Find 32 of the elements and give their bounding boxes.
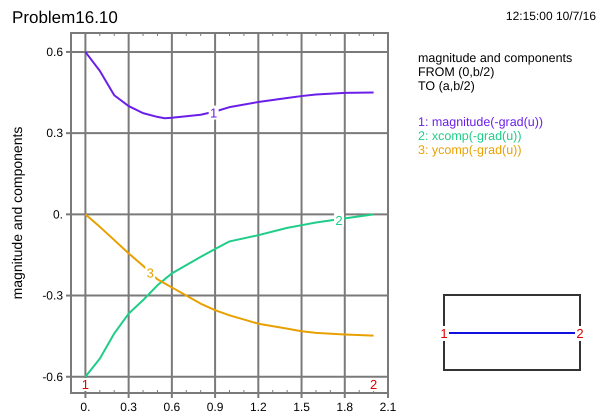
x-tick-label: 1.8 <box>336 400 354 414</box>
y-tick-label: 0. <box>52 207 63 222</box>
x-tick-label: 0.6 <box>164 400 181 414</box>
chart-title: Problem16.10 <box>12 8 118 27</box>
x-tick-label: 0. <box>80 400 90 414</box>
y-tick-label: 0.6 <box>46 44 64 59</box>
annotation: 2 <box>335 212 343 228</box>
annotation: 2 <box>370 377 378 392</box>
annotation: 1 <box>82 377 90 392</box>
text: 3: ycomp(-grad(u)) <box>418 143 522 157</box>
text: TO (a,b/2) <box>418 79 475 93</box>
line-series <box>84 213 375 378</box>
text: 2: xcomp(-grad(u)) <box>418 129 522 143</box>
y-axis-title: magnitude and components <box>9 126 25 300</box>
y-tick-label: -0.6 <box>42 370 64 384</box>
y-tick-label: -0.3 <box>42 288 64 303</box>
x-tick-label: 0.3 <box>120 400 138 414</box>
line-series <box>84 50 375 120</box>
text: 2 <box>576 326 584 341</box>
x-tick-label: 1.5 <box>293 400 310 414</box>
x-tick-label: 0.9 <box>206 400 224 414</box>
text: FROM (0,b/2) <box>418 65 494 79</box>
text: 1 <box>440 326 448 341</box>
x-tick-label: 2.1 <box>380 400 397 414</box>
x-tick-label: 1.2 <box>250 400 267 414</box>
y-tick-label: 0.3 <box>46 126 64 140</box>
line-series <box>84 213 375 337</box>
annotation: 3 <box>146 266 154 281</box>
annotation: 1 <box>210 106 218 121</box>
text: 12:15:00 10/7/16 <box>506 9 596 23</box>
text: magnitude and components <box>418 51 572 65</box>
text: 1: magnitude(-grad(u)) <box>418 115 544 129</box>
